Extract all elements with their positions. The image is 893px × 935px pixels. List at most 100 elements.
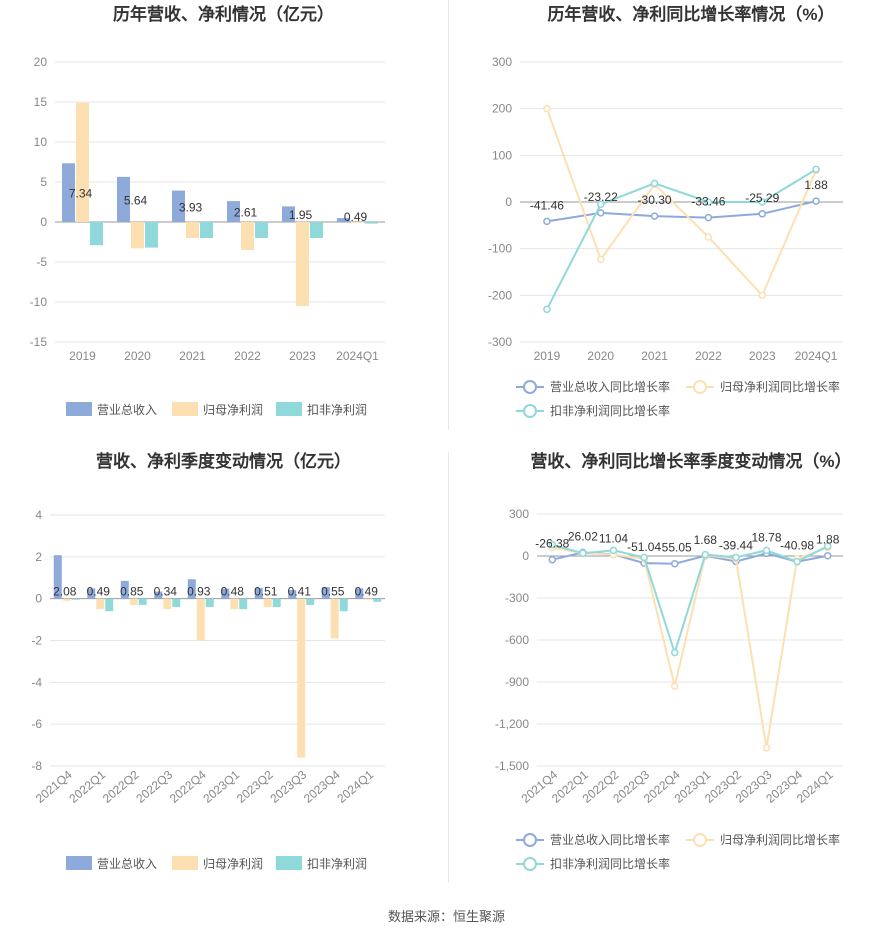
data-label: -55.05 bbox=[658, 541, 692, 555]
data-label: 0.85 bbox=[120, 585, 144, 599]
chart-title: 营收、净利同比增长率季度变动情况（%） bbox=[530, 451, 851, 471]
bar-deducted-profit bbox=[339, 598, 348, 612]
legend-label: 归母净利润同比增长率 bbox=[720, 832, 840, 847]
y-tick-label: -6 bbox=[31, 717, 42, 731]
y-tick-label: -2 bbox=[31, 634, 42, 648]
bar-revenue bbox=[254, 587, 263, 599]
data-point bbox=[701, 550, 710, 559]
y-tick-label: 4 bbox=[35, 508, 42, 522]
bar-deducted-profit bbox=[71, 598, 80, 600]
x-tick-label: 2021 bbox=[179, 349, 206, 363]
legend-label: 营业总收入同比增长率 bbox=[550, 832, 670, 847]
x-tick-label: 2022Q3 bbox=[133, 767, 175, 805]
y-tick-label: -1,200 bbox=[495, 717, 529, 731]
bar-deducted-profit bbox=[310, 222, 323, 238]
legend-swatch bbox=[276, 856, 302, 870]
x-tick-label: 2022 bbox=[695, 349, 722, 363]
bar-net-profit bbox=[186, 222, 199, 238]
series-line-1 bbox=[552, 546, 829, 748]
bar-deducted-profit bbox=[239, 598, 248, 610]
bar-revenue bbox=[172, 190, 185, 222]
data-label: 1.88 bbox=[816, 533, 840, 547]
vertical-divider-bottom bbox=[448, 452, 449, 882]
y-tick-label: 10 bbox=[34, 135, 48, 149]
legend-marker bbox=[523, 833, 537, 847]
bar-net-profit bbox=[230, 598, 239, 610]
quarterly-revenue-profit-bar-chart: 营收、净利季度变动情况（亿元）420-2-4-6-82021Q42022Q120… bbox=[31, 451, 385, 871]
bar-revenue bbox=[282, 206, 295, 222]
data-point bbox=[543, 104, 551, 113]
bar-deducted-profit bbox=[90, 222, 103, 246]
y-tick-label: 0 bbox=[522, 549, 529, 563]
x-tick-label: 2023 bbox=[289, 349, 316, 363]
y-tick-label: -100 bbox=[488, 242, 512, 256]
x-tick-label: 2022Q4 bbox=[167, 767, 209, 805]
bar-net-profit bbox=[296, 222, 309, 306]
data-point bbox=[812, 197, 820, 205]
chart-title: 历年营收、净利同比增长率情况（%） bbox=[547, 4, 834, 24]
bar-revenue bbox=[117, 176, 130, 222]
bar-revenue bbox=[120, 580, 129, 599]
data-label: 2.61 bbox=[234, 206, 258, 220]
data-label: 0.51 bbox=[254, 585, 278, 599]
data-point bbox=[650, 179, 659, 188]
series-line-0 bbox=[546, 200, 817, 223]
legend-marker bbox=[523, 380, 537, 394]
legend-label: 扣非净利润 bbox=[307, 857, 367, 871]
bar-net-profit bbox=[196, 598, 205, 641]
y-tick-label: 15 bbox=[34, 95, 48, 109]
data-point bbox=[640, 553, 648, 562]
data-point bbox=[762, 744, 771, 752]
x-tick-label: 2019 bbox=[69, 349, 96, 363]
bar-net-profit bbox=[163, 598, 172, 610]
data-label: 0.49 bbox=[344, 210, 368, 224]
y-tick-label: -1,500 bbox=[495, 759, 529, 773]
data-point bbox=[650, 212, 659, 220]
bar-revenue bbox=[355, 588, 364, 599]
legend-label: 扣非净利润同比增长率 bbox=[550, 403, 670, 418]
bar-revenue bbox=[62, 163, 75, 222]
legend-label: 营业总收入 bbox=[97, 403, 157, 417]
legend-marker bbox=[693, 833, 707, 847]
y-tick-label: 5 bbox=[40, 175, 47, 189]
bar-net-profit bbox=[297, 598, 306, 758]
annual-revenue-profit-bar-chart: 历年营收、净利情况（亿元） 20 15 10 5 0 -5 -10 -15 2019 2020 202… bbox=[30, 4, 385, 417]
x-tick-label: 2024Q1 bbox=[336, 349, 379, 363]
legend-swatch bbox=[172, 856, 198, 870]
x-tick-label: 2020 bbox=[587, 349, 614, 363]
y-tick-label: -10 bbox=[30, 295, 48, 309]
x-tick-label: 2023Q3 bbox=[267, 767, 309, 805]
y-tick-label: 0 bbox=[35, 592, 42, 606]
x-tick-label: 2023 bbox=[749, 349, 776, 363]
bar-net-profit bbox=[351, 222, 364, 223]
data-label: 1.88 bbox=[804, 178, 828, 192]
data-label: -33.46 bbox=[691, 195, 725, 209]
data-label: 0.41 bbox=[288, 585, 312, 599]
data-label: 0.49 bbox=[87, 585, 111, 599]
y-tick-label: 20 bbox=[34, 55, 48, 69]
y-tick-label: 300 bbox=[509, 507, 529, 521]
y-tick-label: -8 bbox=[31, 759, 42, 773]
bar-revenue bbox=[53, 555, 62, 599]
data-point bbox=[704, 198, 713, 206]
bar-revenue bbox=[288, 590, 297, 599]
data-label: 18.78 bbox=[751, 530, 781, 544]
bar-deducted-profit bbox=[306, 598, 315, 605]
legend-label: 归母净利润 bbox=[203, 403, 263, 417]
data-label: -39.44 bbox=[719, 539, 753, 553]
data-point bbox=[543, 217, 551, 226]
series-line-2 bbox=[552, 543, 829, 656]
data-label: 1.68 bbox=[694, 533, 718, 547]
bar-deducted-profit bbox=[272, 598, 281, 608]
data-label: 11.04 bbox=[599, 531, 628, 545]
bar-revenue bbox=[187, 579, 196, 599]
bar-net-profit bbox=[96, 598, 105, 610]
data-point bbox=[548, 541, 557, 549]
series-line-1 bbox=[545, 108, 818, 298]
bar-deducted-profit bbox=[200, 222, 213, 238]
y-tick-label: -900 bbox=[505, 675, 529, 689]
bar-revenue bbox=[87, 588, 96, 599]
data-label: 0.48 bbox=[221, 585, 245, 599]
data-label: 1.95 bbox=[289, 208, 313, 222]
